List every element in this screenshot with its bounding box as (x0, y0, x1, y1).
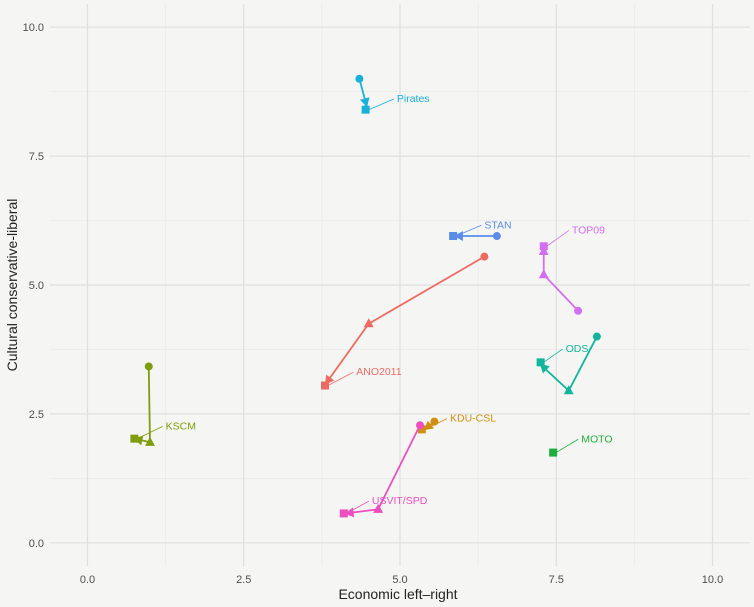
series-layer (130, 74, 601, 518)
y-tick-label: 10.0 (23, 22, 44, 34)
y-tick-label: 2.5 (29, 409, 44, 421)
point-circle (416, 421, 424, 430)
point-triangle (538, 245, 549, 256)
party-label: USVIT/SPD (372, 495, 428, 507)
x-tick-label: 10.0 (702, 574, 723, 586)
point-circle (492, 232, 501, 241)
party-label: Pirates (397, 93, 430, 105)
label-leader (455, 224, 482, 237)
label-leader (137, 426, 163, 440)
point-circle (144, 362, 153, 371)
y-axis-title: Cultural conservative-liberal (4, 199, 20, 372)
point-triangle (344, 507, 355, 518)
point-circle (355, 74, 364, 83)
point-circle (592, 332, 601, 341)
x-tick-label: 2.5 (236, 574, 251, 586)
y-tick-label: 0.0 (29, 538, 44, 550)
grid (50, 4, 750, 566)
x-tick-label: 0.0 (80, 574, 95, 586)
x-tick-label: 5.0 (392, 574, 407, 586)
series-kscm (130, 362, 155, 446)
point-circle (480, 252, 489, 261)
x-axis-title: Economic left–right (338, 586, 457, 602)
party-label: KSCM (166, 420, 196, 432)
label-leader (368, 98, 395, 111)
series-pirates (355, 74, 370, 114)
point-square (449, 232, 458, 241)
point-square (361, 105, 370, 114)
party-label: STAN (484, 219, 511, 231)
series-top09 (538, 242, 583, 315)
point-triangle (373, 503, 384, 513)
point-triangle (359, 97, 370, 108)
point-square (549, 448, 558, 457)
x-tick-label: 7.5 (549, 574, 564, 586)
point-square (539, 242, 548, 251)
point-square (536, 358, 545, 367)
label-leader (346, 500, 370, 514)
label-leader (555, 438, 579, 453)
party-label: ANO2011 (356, 366, 401, 378)
series-ods (536, 332, 601, 395)
label-leader (546, 230, 570, 247)
label-leader (543, 348, 563, 363)
series-stan (449, 231, 501, 241)
point-triangle (363, 318, 374, 328)
label-leader (424, 418, 448, 430)
point-square (339, 509, 348, 518)
point-triangle (563, 385, 574, 395)
point-square (130, 434, 139, 443)
point-square (321, 381, 329, 390)
party-label: TOP09 (572, 224, 605, 236)
point-triangle (453, 231, 463, 241)
point-triangle (538, 269, 549, 279)
y-tick-label: 7.5 (29, 151, 44, 163)
point-circle (574, 306, 583, 315)
party-label: KDU-CSL (450, 413, 496, 425)
party-label: ODS (566, 343, 589, 355)
y-tick-label: 5.0 (29, 280, 44, 292)
point-triangle (145, 436, 155, 446)
point-square (417, 425, 426, 434)
tick-labels: 0.0 2.5 5.0 7.5 10.0 0.0 2.5 5.0 7.5 10.0 (23, 22, 724, 586)
party-label: MOTO (581, 433, 612, 445)
label-leader (327, 371, 354, 386)
series-moto (549, 448, 558, 457)
series-ano2011 (321, 252, 489, 390)
label-layer: Pirates STAN TOP09 ANO2011 ODS KSCM KDU-CSL MOT… (137, 93, 613, 514)
point-triangle (423, 420, 435, 431)
